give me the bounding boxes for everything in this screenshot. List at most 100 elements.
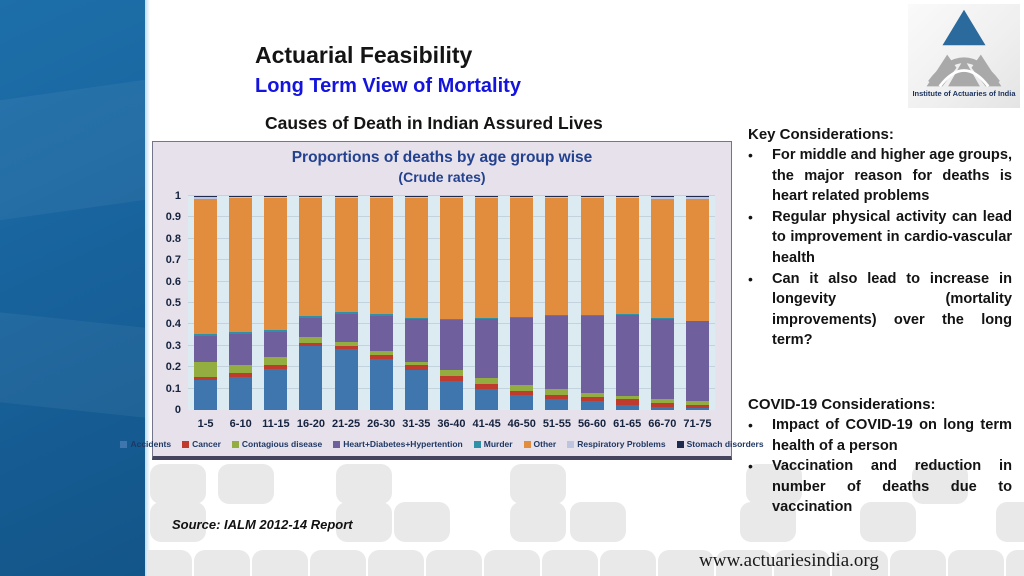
pattern-square bbox=[774, 550, 830, 576]
segment-Heart+Diabetes+Hypertention bbox=[650, 319, 674, 400]
segment-Heart+Diabetes+Hypertention bbox=[334, 313, 358, 342]
segment-Contagious disease bbox=[510, 385, 534, 391]
y-tick-label: 0.8 bbox=[165, 232, 181, 245]
segment-Accidents bbox=[299, 345, 323, 410]
actuaries-india-logo-icon bbox=[926, 9, 1002, 88]
x-tick-label: 46-50 bbox=[507, 418, 536, 430]
segment-Cancer bbox=[685, 404, 709, 408]
segment-Stomach disorders bbox=[299, 196, 323, 198]
segment-Murder bbox=[475, 318, 499, 320]
x-tick-label: 36-40 bbox=[437, 418, 466, 430]
pattern-square bbox=[484, 550, 540, 576]
stacked-bar-21-25 bbox=[334, 196, 358, 410]
segment-Accidents bbox=[194, 380, 218, 410]
segment-Stomach disorders bbox=[264, 196, 288, 198]
segment-Heart+Diabetes+Hypertention bbox=[369, 315, 393, 352]
legend-label: Other bbox=[533, 439, 557, 449]
mortality-chart: Proportions of deaths by age group wise … bbox=[120, 141, 764, 460]
segment-Murder bbox=[440, 319, 463, 321]
bullet-marker: • bbox=[748, 270, 753, 287]
bullet-marker: • bbox=[748, 458, 753, 475]
segment-Stomach disorders bbox=[650, 196, 674, 198]
segment-Heart+Diabetes+Hypertention bbox=[229, 334, 253, 366]
stacked-bar-11-15 bbox=[264, 196, 288, 410]
legend-swatch bbox=[333, 440, 341, 448]
segment-Respiratory Problems bbox=[369, 197, 393, 199]
chart-heading: Causes of Death in Indian Assured Lives bbox=[265, 113, 603, 133]
segment-Contagious disease bbox=[580, 392, 604, 398]
bullet-item: • Can it also lead to increase in longevi… bbox=[748, 269, 1012, 351]
covid-considerations-block: COVID-19 Considerations: • Impact of COVI… bbox=[748, 396, 1012, 518]
stacked-bar-31-35 bbox=[404, 196, 428, 410]
segment-Respiratory Problems bbox=[685, 197, 709, 200]
segment-Murder bbox=[229, 331, 253, 335]
covid-considerations-heading: COVID-19 Considerations: bbox=[748, 396, 936, 413]
segment-Stomach disorders bbox=[440, 196, 463, 198]
y-tick-label: 0 bbox=[174, 404, 181, 416]
pattern-square bbox=[426, 550, 482, 576]
legend-label: Cancer bbox=[192, 439, 221, 449]
segment-Other bbox=[650, 199, 674, 319]
legend-item-Cancer: Cancer bbox=[182, 439, 221, 449]
segment-Stomach disorders bbox=[194, 196, 218, 198]
stacked-bar-16-20 bbox=[299, 196, 323, 410]
x-tick-label: 71-75 bbox=[683, 418, 712, 430]
segment-Heart+Diabetes+Hypertention bbox=[440, 320, 463, 371]
y-tick-label: 0.3 bbox=[165, 339, 181, 352]
pattern-square bbox=[890, 550, 946, 576]
bullet-text: Impact of COVID-19 on long term health o… bbox=[772, 417, 1012, 454]
segment-Respiratory Problems bbox=[650, 197, 674, 200]
segment-Other bbox=[229, 198, 253, 332]
page-subtitle: Long Term View of Mortality bbox=[255, 75, 521, 97]
pattern-square bbox=[252, 550, 308, 576]
segment-Heart+Diabetes+Hypertention bbox=[475, 319, 499, 378]
x-tick-label: 51-55 bbox=[542, 418, 571, 430]
pattern-square bbox=[948, 550, 1004, 576]
segment-Contagious disease bbox=[650, 399, 674, 403]
segment-Heart+Diabetes+Hypertention bbox=[685, 321, 709, 402]
chart-subtitle: (Crude rates) bbox=[398, 169, 486, 185]
segment-Stomach disorders bbox=[369, 196, 393, 198]
pattern-square bbox=[542, 550, 598, 576]
segment-Cancer bbox=[404, 365, 428, 371]
stacked-bar-26-30 bbox=[369, 196, 393, 410]
x-tick-label: 31-35 bbox=[402, 418, 431, 430]
segment-Other bbox=[545, 198, 569, 315]
chart-title: Proportions of deaths by age group wise bbox=[291, 149, 593, 166]
legend-item-Accidents: Accidents bbox=[120, 439, 171, 449]
pattern-square bbox=[368, 550, 424, 576]
key-considerations-list: • For middle and higher age groups, the m… bbox=[748, 145, 1012, 351]
pattern-square bbox=[1006, 550, 1024, 576]
segment-Cancer bbox=[334, 345, 358, 350]
segment-Other bbox=[440, 198, 463, 320]
legend-swatch bbox=[231, 440, 239, 448]
bullet-text: Vaccination and reduction in number of d… bbox=[772, 458, 1012, 516]
segment-Heart+Diabetes+Hypertention bbox=[264, 331, 288, 357]
pattern-square bbox=[832, 550, 888, 576]
segment-Accidents bbox=[580, 401, 604, 410]
institute-logo: Institute of Actuaries of India bbox=[908, 4, 1020, 108]
segment-Cancer bbox=[650, 402, 674, 407]
segment-Murder bbox=[299, 315, 323, 319]
y-tick-label: 0.5 bbox=[165, 297, 181, 309]
y-tick-label: 0.6 bbox=[165, 275, 181, 288]
legend-swatch bbox=[523, 440, 531, 448]
segment-Other bbox=[685, 199, 709, 321]
segment-Contagious disease bbox=[404, 361, 428, 366]
pattern-square bbox=[218, 464, 274, 504]
pattern-square bbox=[746, 464, 802, 504]
segment-Accidents bbox=[229, 376, 253, 410]
x-tick-label: 66-70 bbox=[648, 418, 677, 430]
stacked-bar-6-10 bbox=[229, 196, 253, 410]
stacked-bar-56-60 bbox=[580, 196, 604, 410]
segment-Murder bbox=[369, 313, 393, 316]
legend-label: Accidents bbox=[130, 439, 172, 449]
segment-Respiratory Problems bbox=[264, 197, 288, 199]
bullet-marker: • bbox=[748, 208, 753, 225]
x-tick-label: 61-65 bbox=[613, 418, 642, 430]
legend-item-Murder: Murder bbox=[473, 439, 513, 449]
pattern-square bbox=[510, 464, 566, 504]
segment-Murder bbox=[545, 314, 569, 316]
segment-Cancer bbox=[440, 375, 463, 382]
pattern-square bbox=[716, 550, 772, 576]
